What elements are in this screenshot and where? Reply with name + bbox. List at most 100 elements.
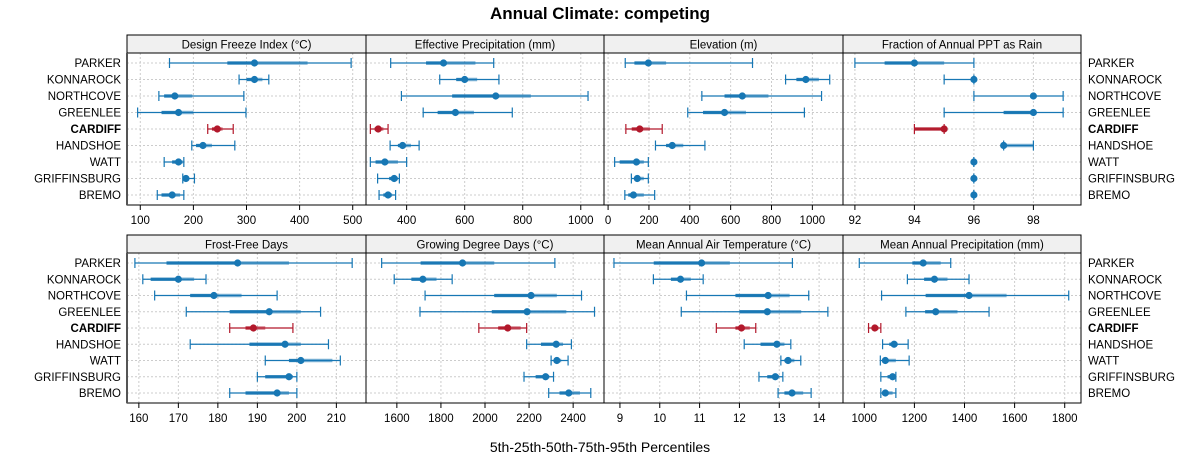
median-point <box>199 141 207 150</box>
median-point <box>174 275 182 283</box>
x-tick-label: 160 <box>129 413 148 425</box>
median-point <box>461 75 469 84</box>
median-point <box>802 75 810 84</box>
median-point <box>910 59 919 67</box>
x-tick-label: 1200 <box>902 413 928 425</box>
x-axis-label: 5th-25th-50th-75th-95th Percentiles <box>489 439 711 455</box>
median-point <box>720 108 729 117</box>
x-tick-label: 400 <box>397 215 416 227</box>
panel-title: Growing Degree Days (°C) <box>417 240 554 252</box>
x-tick-label: 1000 <box>851 413 877 425</box>
site-label-left: CARDIFF <box>71 124 121 136</box>
x-tick-label: 1000 <box>568 215 594 227</box>
median-point <box>171 92 179 100</box>
x-tick-label: 210 <box>327 413 346 425</box>
median-point <box>930 275 939 283</box>
median-point <box>881 389 889 397</box>
median-point <box>384 191 392 199</box>
x-tick-label: 11 <box>694 413 706 425</box>
x-tick-label: 300 <box>237 215 256 227</box>
median-point <box>940 125 948 133</box>
site-label-right: KONNAROCK <box>1088 75 1162 87</box>
site-label-left: HANDSHOE <box>56 141 122 153</box>
x-tick-label: 1400 <box>952 413 978 425</box>
median-point <box>213 125 221 133</box>
x-tick-label: 12 <box>733 413 746 425</box>
median-point <box>773 340 781 348</box>
median-point <box>234 259 242 267</box>
median-point <box>784 356 792 365</box>
median-point <box>565 389 573 397</box>
site-label-right: BREMO <box>1088 388 1130 400</box>
median-point <box>492 92 500 100</box>
panel-title: Frost-Free Days <box>205 240 288 252</box>
site-label-right: GREENLEE <box>1088 307 1151 319</box>
median-point <box>552 340 560 348</box>
median-point <box>174 158 183 166</box>
site-label-left: GRIFFINSBURG <box>34 174 121 186</box>
x-tick-label: 100 <box>131 215 150 227</box>
median-point <box>390 174 398 183</box>
x-tick-label: 2200 <box>516 413 542 425</box>
panel-title: Fraction of Annual PPT as Rain <box>882 40 1042 52</box>
x-tick-label: 800 <box>762 215 781 227</box>
panel-title: Elevation (m) <box>690 40 758 52</box>
x-tick-label: 1800 <box>1052 413 1078 425</box>
site-label-left: GRIFFINSBURG <box>34 372 121 384</box>
x-tick-label: 800 <box>513 215 532 227</box>
x-tick-label: 200 <box>184 215 203 227</box>
median-point <box>398 141 407 150</box>
panel-title: Mean Annual Air Temperature (°C) <box>636 240 811 252</box>
median-point <box>285 373 293 381</box>
median-point <box>381 158 389 166</box>
site-label-left: GREENLEE <box>58 108 121 120</box>
x-tick-label: 1000 <box>800 215 826 227</box>
panel-title: Effective Precipitation (mm) <box>415 40 556 52</box>
median-point <box>439 59 448 67</box>
x-tick-label: 9 <box>617 413 623 425</box>
x-tick-label: 200 <box>287 413 306 425</box>
x-tick-label: 600 <box>721 215 740 227</box>
site-label-left: HANDSHOE <box>56 339 122 351</box>
median-point <box>273 389 281 397</box>
median-point <box>970 174 978 183</box>
site-label-right: HANDSHOE <box>1088 141 1154 153</box>
median-point <box>889 373 897 381</box>
x-tick-label: 96 <box>968 215 981 227</box>
site-label-right: HANDSHOE <box>1088 339 1154 351</box>
median-point <box>1029 108 1037 117</box>
site-label-right: GRIFFINSBURG <box>1088 174 1175 186</box>
site-label-right: WATT <box>1088 157 1119 169</box>
median-point <box>419 275 427 283</box>
median-point <box>668 141 676 150</box>
x-tick-label: 94 <box>908 215 921 227</box>
site-label-left: WATT <box>90 157 121 169</box>
median-point <box>374 125 382 133</box>
median-point <box>919 259 927 267</box>
median-point <box>763 308 771 316</box>
site-label-right: CARDIFF <box>1088 124 1138 136</box>
site-label-right: GRIFFINSBURG <box>1088 372 1175 384</box>
site-label-left: CARDIFF <box>71 323 121 335</box>
x-tick-label: 0 <box>605 215 611 227</box>
x-tick-label: 98 <box>1027 215 1040 227</box>
site-label-right: PARKER <box>1088 58 1134 70</box>
x-tick-label: 180 <box>208 413 227 425</box>
median-point <box>210 291 218 300</box>
panel-title: Design Freeze Index (°C) <box>182 40 312 52</box>
x-tick-label: 500 <box>343 215 362 227</box>
median-point <box>250 59 259 67</box>
site-label-left: GREENLEE <box>58 307 121 319</box>
site-label-right: PARKER <box>1088 258 1134 270</box>
site-label-left: PARKER <box>75 258 121 270</box>
x-tick-label: 200 <box>639 215 658 227</box>
panel-title: Mean Annual Precipitation (mm) <box>880 240 1044 252</box>
site-label-right: NORTHCOVE <box>1088 291 1162 303</box>
median-point <box>890 340 898 348</box>
x-tick-label: 14 <box>813 413 826 425</box>
median-point <box>932 308 940 316</box>
x-tick-label: 190 <box>248 413 267 425</box>
median-point <box>676 275 685 283</box>
median-point <box>738 92 746 100</box>
x-tick-label: 2400 <box>560 413 586 425</box>
